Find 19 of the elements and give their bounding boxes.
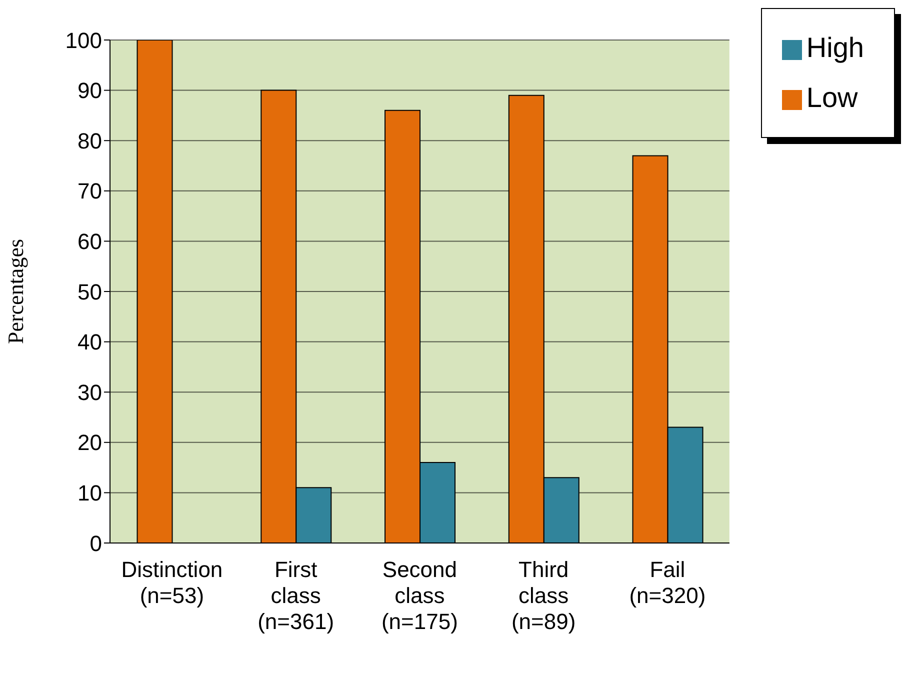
x-tick-label: Distinction (n=53) [121, 557, 223, 608]
y-tick-label: 70 [78, 178, 102, 204]
x-tick-label: Third class (n=89) [511, 557, 576, 634]
x-tick-label: First class (n=361) [258, 557, 334, 634]
x-tick-label: Fail (n=320) [629, 557, 706, 608]
y-tick-label: 20 [78, 430, 102, 456]
y-tick-label: 40 [78, 330, 102, 355]
legend-label: High [806, 32, 864, 63]
y-tick-label: 90 [78, 78, 102, 104]
y-tick-label: 80 [78, 128, 102, 154]
y-tick-label: 50 [78, 279, 102, 304]
y-tick-label: 30 [78, 380, 102, 405]
legend-label: Low [806, 82, 858, 113]
x-tick-label: Second class (n=175) [381, 557, 458, 634]
y-tick-label: 60 [78, 229, 102, 254]
y-tick-label: 0 [90, 530, 102, 556]
y-tick-label: 10 [78, 480, 102, 506]
y-tick-label: 100 [65, 28, 102, 53]
y-axis-title: Percentages [2, 238, 28, 344]
